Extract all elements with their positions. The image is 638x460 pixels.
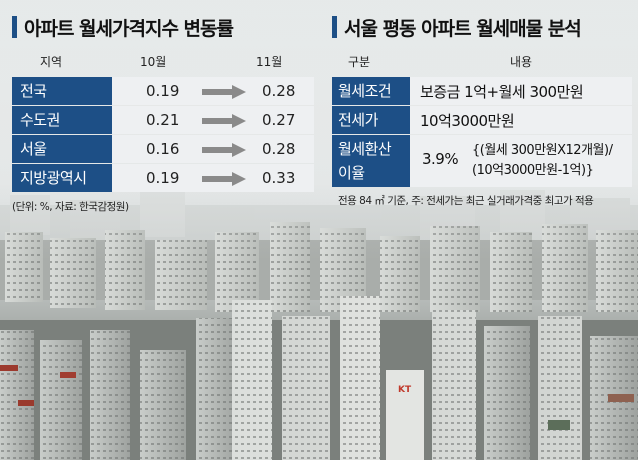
row-region: 서울 (12, 135, 112, 163)
conversion-row: 월세환산 이율 3.9% {(월세 300만원X12개월)/ (10억3000만… (332, 135, 632, 187)
row-content: 보증금 1억+월세 300만원 (420, 82, 584, 101)
right-panel-rent-analysis: 서울 평동 아파트 월세매물 분석 구분 내용 월세조건 보증금 1억+월세 3… (322, 0, 638, 220)
table-row: 월세조건 보증금 1억+월세 300만원 (332, 77, 632, 105)
row-category: 전세가 (332, 106, 410, 134)
left-title: 아파트 월세가격지수 변동률 (12, 12, 234, 42)
arrow-right-icon (202, 143, 246, 157)
conversion-rate: 3.9% (422, 150, 459, 168)
table-row: 전국 0.19 0.28 (12, 77, 314, 105)
conversion-label-line2: 이율 (338, 164, 365, 182)
row-category: 월세조건 (332, 77, 410, 105)
right-footnote: 전용 84 ㎡ 기준, 주: 전세가는 최근 실거래가격중 최고가 적용 (338, 195, 594, 207)
header-category: 구분 (348, 55, 371, 69)
row-nov-value: 0.28 (262, 82, 296, 100)
conversion-formula-line2: (10억3000만원-1억)} (472, 163, 594, 178)
conversion-label-line1: 월세환산 (338, 140, 392, 158)
left-title-text: 아파트 월세가격지수 변동률 (24, 17, 234, 40)
row-oct-value: 0.19 (146, 169, 180, 187)
conversion-label: 월세환산 이율 (332, 135, 410, 187)
row-region: 수도권 (12, 106, 112, 134)
left-panel-rent-index: 아파트 월세가격지수 변동률 지역 10월 11월 전국 0.19 0.28 수… (0, 0, 320, 220)
row-region: 전국 (12, 77, 112, 105)
table-row: 수도권 0.21 0.27 (12, 106, 314, 134)
conversion-formula-line1: {(월세 300만원X12개월)/ (472, 143, 613, 158)
table-row: 지방광역시 0.19 0.33 (12, 164, 314, 192)
arrow-right-icon (202, 172, 246, 186)
table-row: 서울 0.16 0.28 (12, 135, 314, 163)
header-region: 지역 (40, 55, 63, 69)
table-row: 전세가 10억3000만원 (332, 106, 632, 134)
arrow-right-icon (202, 85, 246, 99)
row-nov-value: 0.27 (262, 111, 296, 129)
conversion-formula: {(월세 300만원X12개월)/ (10억3000만원-1억)} (472, 141, 613, 181)
header-oct: 10월 (140, 55, 167, 69)
row-region: 지방광역시 (12, 164, 112, 192)
row-content: 10억3000만원 (420, 111, 515, 130)
row-nov-value: 0.33 (262, 169, 296, 187)
row-oct-value: 0.16 (146, 140, 180, 158)
row-oct-value: 0.19 (146, 82, 180, 100)
title-accent-bar (12, 16, 17, 38)
arrow-right-icon (202, 114, 246, 128)
kt-building-sign: KT (398, 385, 412, 395)
row-oct-value: 0.21 (146, 111, 180, 129)
title-accent-bar (332, 16, 337, 38)
right-title: 서울 평동 아파트 월세매물 분석 (332, 12, 582, 42)
right-title-text: 서울 평동 아파트 월세매물 분석 (344, 17, 582, 40)
row-nov-value: 0.28 (262, 140, 296, 158)
left-source-note: (단위: %, 자료: 한국감정원) (12, 201, 129, 213)
header-content: 내용 (510, 55, 533, 69)
header-nov: 11월 (256, 55, 283, 69)
